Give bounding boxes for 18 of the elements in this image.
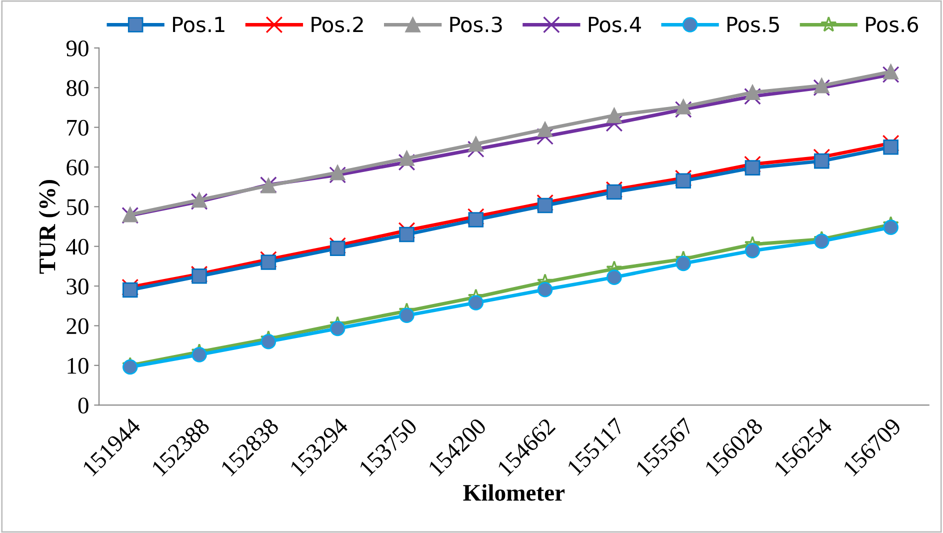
x-axis-title: Kilometer — [463, 484, 565, 501]
y-tick-label: 60 — [66, 159, 88, 176]
y-tick-label: 10 — [68, 358, 88, 374]
y-tick-label: 90 — [66, 40, 88, 56]
y-axis-title: TUR (%) — [38, 180, 60, 274]
legend-label: Pos.3 — [450, 16, 502, 32]
y-tick-label: 0 — [78, 398, 88, 414]
y-tick-label: 20 — [66, 318, 88, 334]
legend-label: Pos.2 — [312, 16, 363, 32]
y-tick-label: 50 — [67, 199, 88, 216]
y-tick-label: 40 — [66, 238, 88, 255]
legend-label: Pos.5 — [728, 16, 779, 32]
legend-label: Pos.1 — [173, 16, 224, 32]
legend-label: Pos.6 — [866, 16, 918, 32]
y-tick-label: 70 — [67, 120, 88, 136]
legend-label: Pos.4 — [588, 16, 641, 32]
y-tick-label: 80 — [66, 80, 88, 96]
y-tick-label: 30 — [66, 278, 88, 294]
